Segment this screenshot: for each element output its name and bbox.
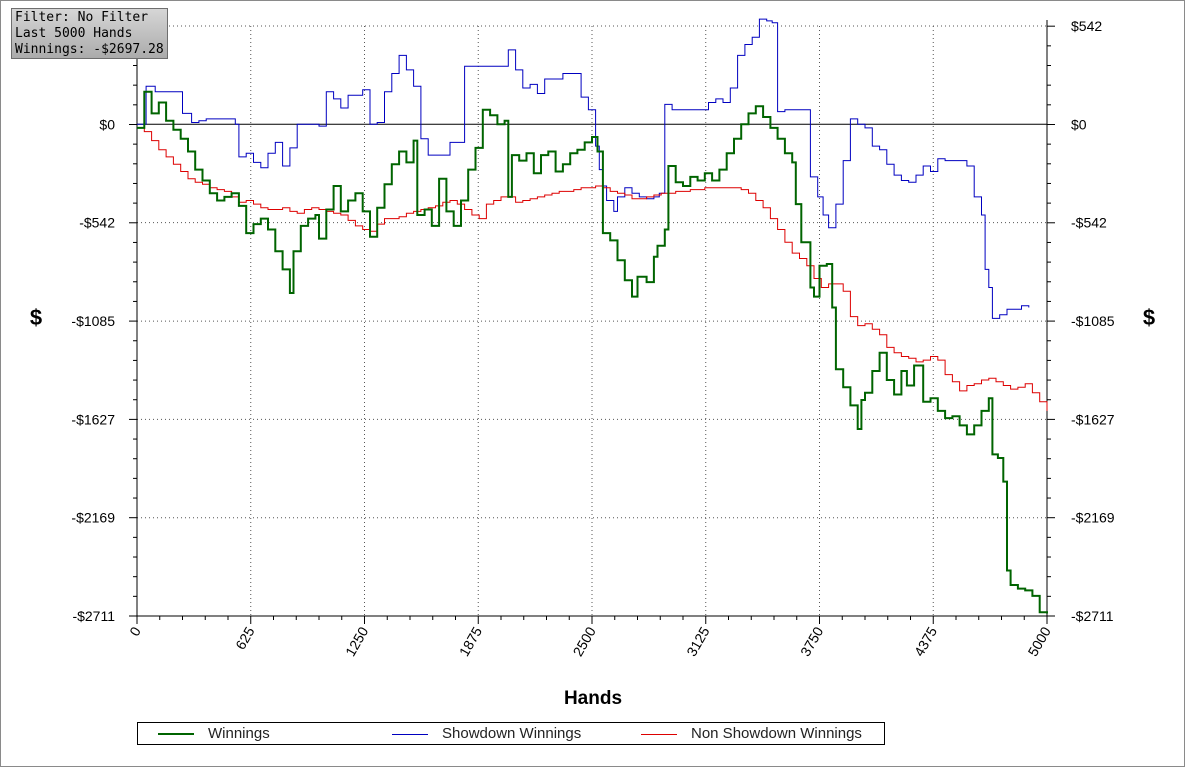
y-tick-label-right: -$542 xyxy=(1071,215,1107,231)
x-tick-label: 0 xyxy=(126,624,144,639)
y-axis-title-left: $ xyxy=(29,305,43,330)
legend-item-winnings: Winnings xyxy=(158,725,270,743)
series-line-non-showdown-winnings xyxy=(137,127,1048,411)
winnings-label: Winnings: -$2697.28 xyxy=(15,42,164,57)
x-tick-label: 1250 xyxy=(342,624,372,659)
hand-range-label: Last 5000 Hands xyxy=(15,26,133,41)
legend-swatch-winnings xyxy=(158,733,194,736)
y-tick-label-left: -$2711 xyxy=(72,608,115,624)
x-tick-label: 5000 xyxy=(1024,624,1054,659)
legend-swatch-showdown xyxy=(392,733,428,735)
legend-label-non-showdown: Non Showdown Winnings xyxy=(691,725,862,742)
y-axis-title-right: $ xyxy=(1142,305,1156,330)
x-tick-label: 2500 xyxy=(569,624,599,659)
x-tick-label: 3125 xyxy=(683,624,713,659)
x-axis-title: Hands xyxy=(563,688,623,709)
y-tick-label-right: $0 xyxy=(1071,116,1087,132)
series-lines xyxy=(137,18,1048,614)
y-tick-label-right: $542 xyxy=(1071,18,1102,34)
legend-item-non-showdown: Non Showdown Winnings xyxy=(641,725,862,743)
series-line-winnings xyxy=(137,90,1048,614)
y-tick-label-left: -$1627 xyxy=(71,411,115,427)
filter-info-box: Filter: No Filter Last 5000 Hands Winnin… xyxy=(11,8,168,59)
chart-legend: Winnings Showdown Winnings Non Showdown … xyxy=(137,722,885,745)
legend-label-winnings: Winnings xyxy=(208,725,270,742)
x-tick-label: 3750 xyxy=(797,624,827,659)
y-tick-label-left: -$1085 xyxy=(71,313,115,329)
x-tick-label: 625 xyxy=(232,624,258,652)
y-tick-label-right: -$1627 xyxy=(1071,411,1115,427)
axes xyxy=(129,20,1055,624)
legend-label-showdown: Showdown Winnings xyxy=(442,725,582,742)
y-tick-label-right: -$2169 xyxy=(1071,510,1115,526)
y-tick-label-left: -$542 xyxy=(79,215,115,231)
legend-swatch-non-showdown xyxy=(641,733,677,735)
y-tick-label-left: $0 xyxy=(99,116,115,132)
y-tick-label-right: -$2711 xyxy=(1071,608,1114,624)
y-tick-label-right: -$1085 xyxy=(1071,313,1115,329)
legend-item-showdown: Showdown Winnings xyxy=(392,725,581,743)
grid-lines xyxy=(137,25,1047,616)
filter-label: Filter: No Filter xyxy=(15,10,149,25)
series-line-showdown-winnings xyxy=(137,18,1030,319)
x-tick-label: 4375 xyxy=(911,624,941,659)
y-tick-label-left: -$2169 xyxy=(71,510,115,526)
tick-labels: $542$542$0$0-$542-$542-$1085-$1085-$1627… xyxy=(71,18,1114,659)
x-tick-label: 1875 xyxy=(456,624,486,659)
